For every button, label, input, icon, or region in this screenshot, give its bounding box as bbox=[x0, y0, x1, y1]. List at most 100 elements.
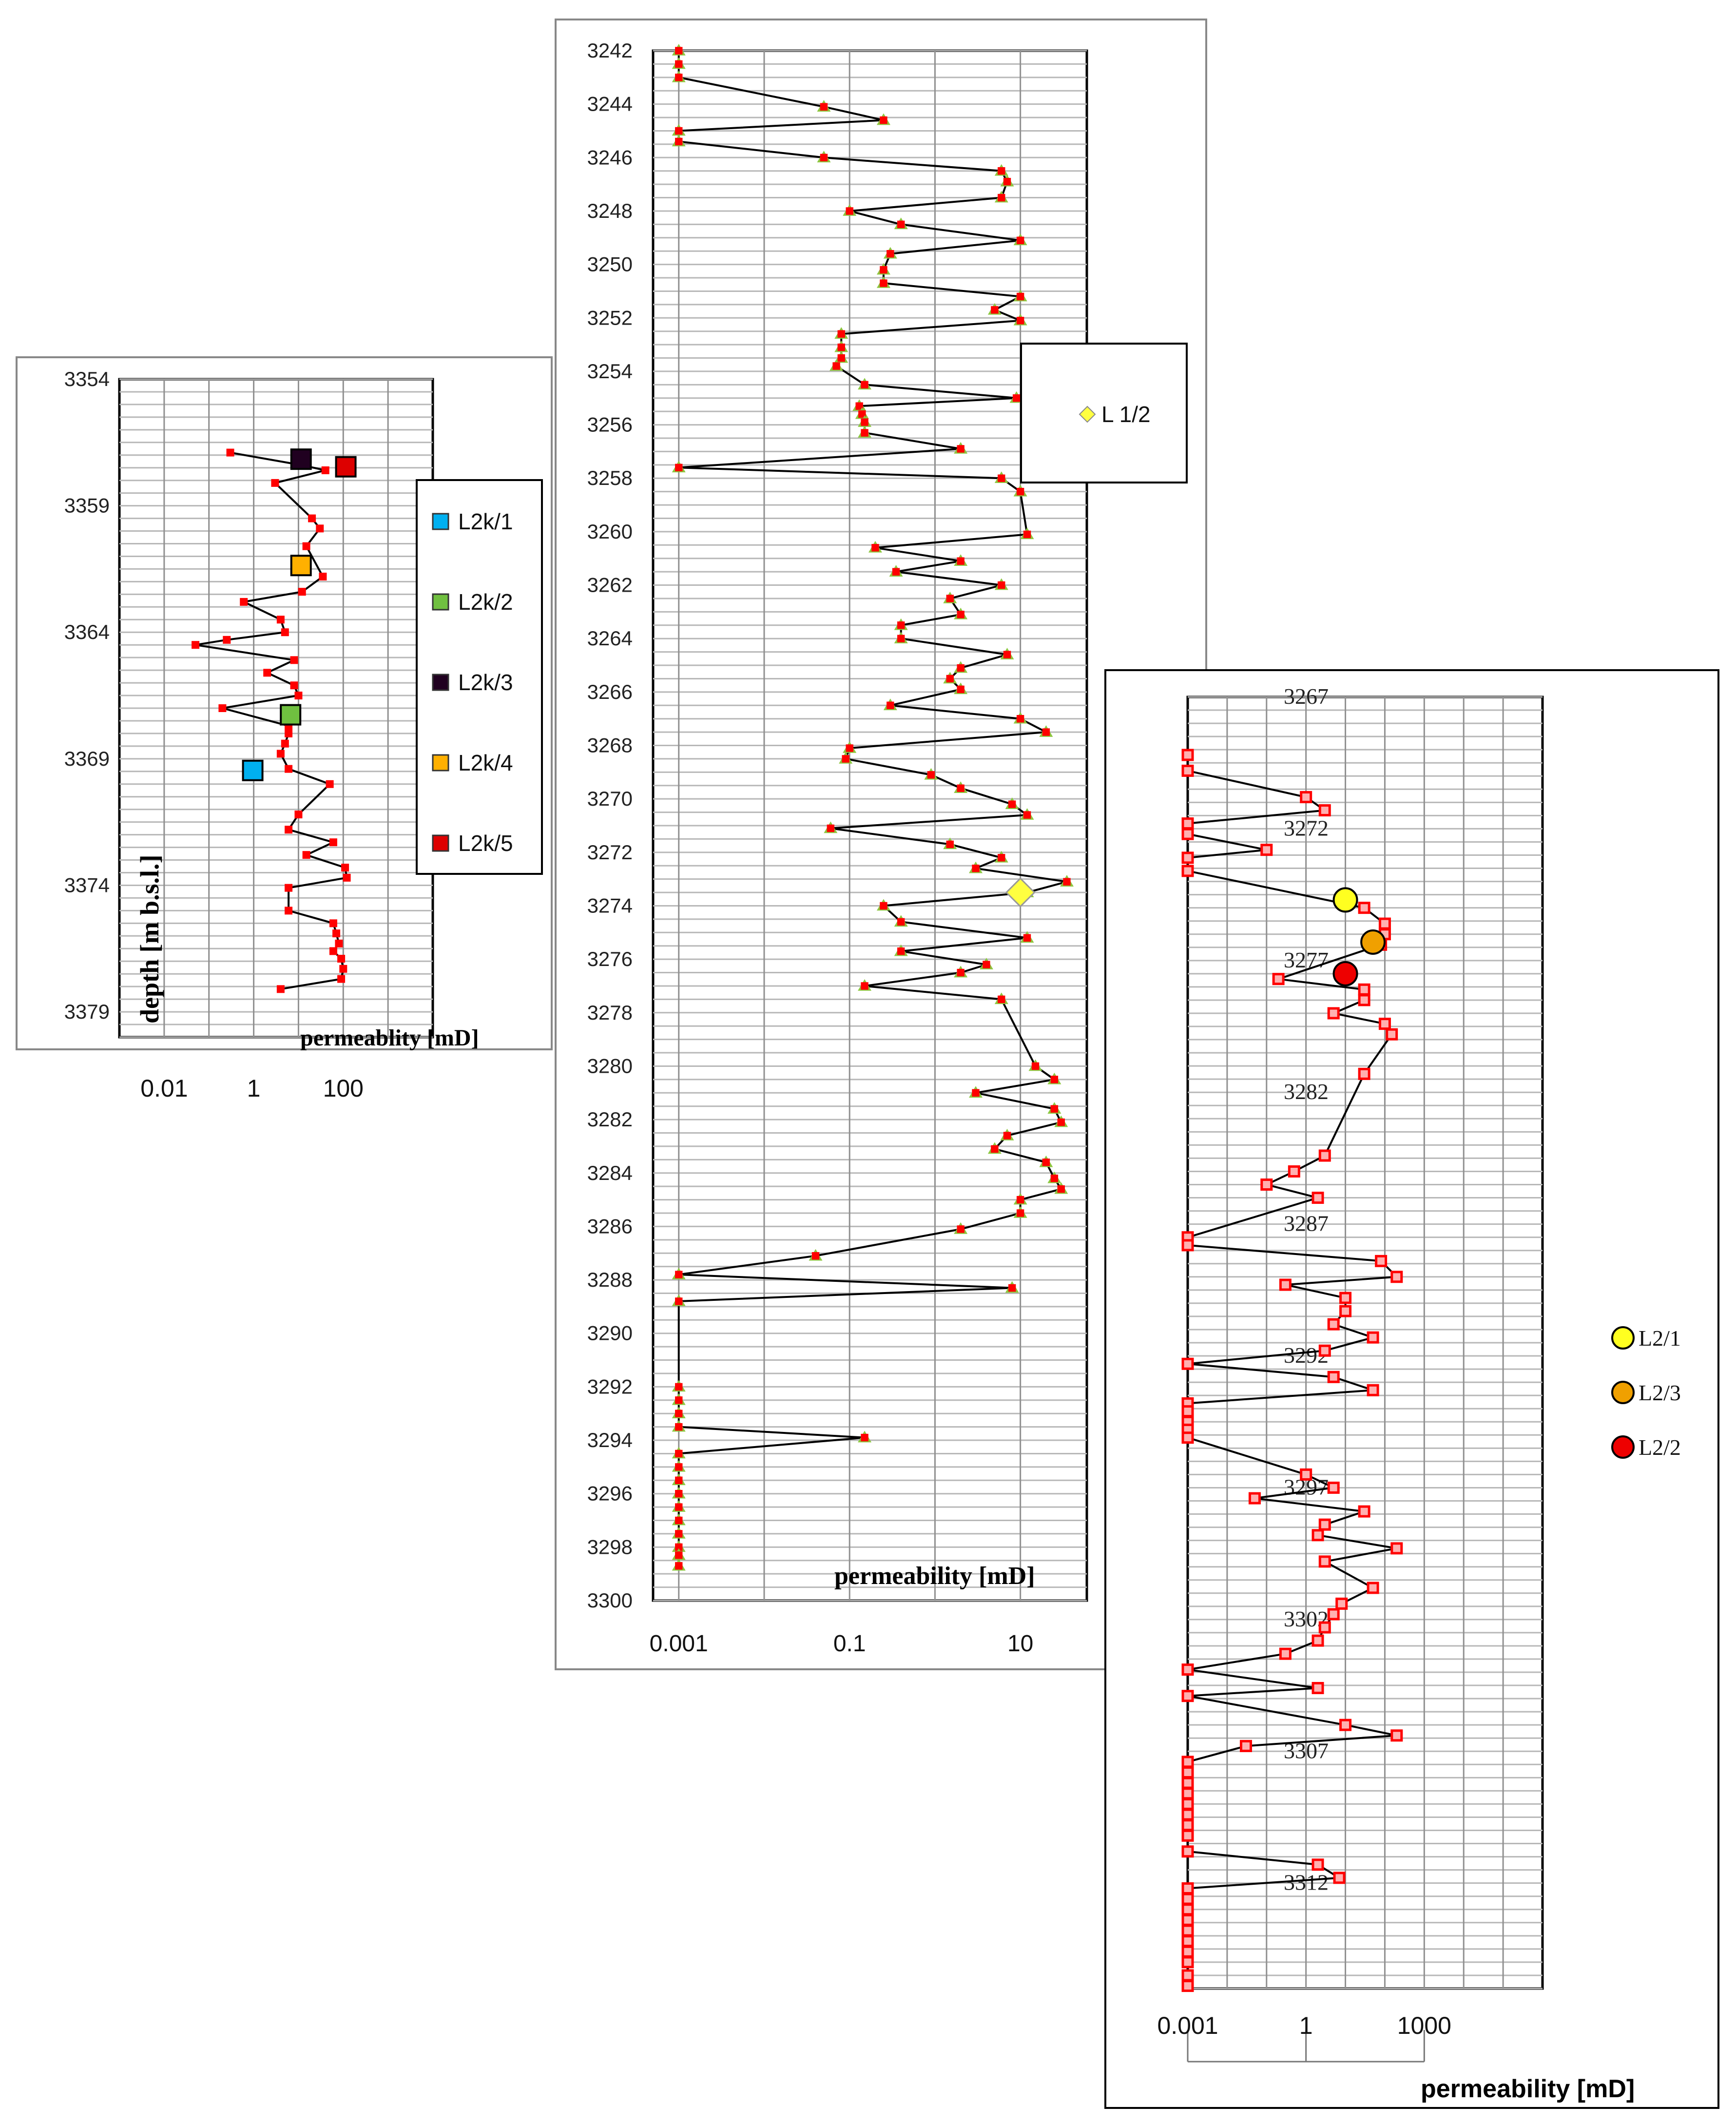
right-y-tick-label: 3282 bbox=[1284, 1079, 1329, 1104]
left-data-point bbox=[339, 965, 347, 973]
middle-data-point bbox=[1003, 651, 1011, 658]
right-data-point bbox=[1181, 865, 1194, 877]
middle-data-point bbox=[832, 362, 840, 370]
middle-data-point bbox=[998, 581, 1005, 589]
right-data-point bbox=[1181, 1969, 1194, 1982]
middle-data-point bbox=[861, 429, 868, 437]
middle-legend: L 1/2 bbox=[1020, 343, 1188, 483]
middle-data-point bbox=[1063, 878, 1071, 886]
middle-x-tick-label: 0.1 bbox=[833, 1631, 866, 1657]
middle-data-point bbox=[897, 635, 905, 642]
right-data-point bbox=[1181, 1663, 1194, 1676]
middle-data-point bbox=[957, 968, 964, 977]
middle-data-point bbox=[871, 544, 879, 552]
right-data-point bbox=[1367, 1384, 1379, 1396]
middle-data-point bbox=[1016, 715, 1024, 723]
right-data-point bbox=[1181, 828, 1194, 840]
left-data-point bbox=[276, 750, 285, 758]
middle-y-tick-label: 3290 bbox=[587, 1322, 633, 1345]
middle-y-tick-label: 3242 bbox=[587, 39, 633, 62]
middle-data-point bbox=[946, 675, 954, 683]
left-data-point bbox=[329, 838, 337, 847]
right-data-point bbox=[1327, 1608, 1340, 1621]
left-y-tick-label: 3364 bbox=[64, 620, 110, 643]
right-legend-swatch-l2-2 bbox=[1611, 1435, 1635, 1459]
right-data-point bbox=[1181, 817, 1194, 830]
right-data-point bbox=[1181, 1882, 1194, 1894]
right-legend-swatch-l2-1 bbox=[1611, 1326, 1635, 1350]
middle-data-point bbox=[837, 343, 845, 351]
right-data-point bbox=[1181, 1808, 1194, 1821]
middle-data-point bbox=[675, 1503, 683, 1511]
middle-data-point bbox=[957, 784, 964, 792]
right-data-point bbox=[1181, 1357, 1194, 1370]
middle-highlights bbox=[1005, 877, 1036, 908]
left-data-point bbox=[281, 739, 289, 748]
left-data-point bbox=[319, 573, 327, 580]
middle-data-point bbox=[675, 137, 683, 146]
middle-y-tick-label: 3268 bbox=[587, 734, 633, 757]
left-data-point bbox=[276, 985, 285, 993]
middle-legend-box bbox=[1020, 343, 1188, 483]
right-data-point bbox=[1318, 1518, 1331, 1531]
right-data-point bbox=[1318, 1149, 1331, 1162]
middle-data-point bbox=[957, 445, 964, 453]
left-data-point bbox=[285, 884, 293, 892]
middle-y-tick-label: 3292 bbox=[587, 1375, 633, 1398]
right-data-point bbox=[1181, 1690, 1194, 1702]
middle-data-point bbox=[1023, 934, 1031, 942]
right-data-point bbox=[1279, 1278, 1292, 1291]
middle-data-point bbox=[1050, 1105, 1059, 1113]
middle-data-point bbox=[1016, 487, 1024, 496]
middle-data-point bbox=[1003, 1132, 1011, 1140]
middle-data-point bbox=[675, 1383, 683, 1391]
right-data-point bbox=[1272, 973, 1285, 985]
middle-data-point bbox=[897, 621, 905, 629]
left-legend-swatch-l2k-5 bbox=[432, 834, 449, 852]
right-y-tick-label: 3277 bbox=[1284, 947, 1329, 972]
middle-data-point bbox=[1008, 800, 1016, 808]
left-highlights bbox=[242, 448, 357, 781]
middle-data-point bbox=[1057, 1118, 1065, 1126]
right-chart: 3267327232773282328732923297330233073312… bbox=[1104, 669, 1719, 2109]
right-data-point bbox=[1339, 1292, 1352, 1304]
right-data-point bbox=[1288, 1165, 1300, 1178]
right-x-axis-title: permeability [mD] bbox=[1421, 2075, 1635, 2103]
middle-y-tick-label: 3280 bbox=[587, 1054, 633, 1077]
left-x-ticks: 0.01 1 100 bbox=[140, 1075, 364, 1102]
left-legend-label: L2k/3 bbox=[458, 670, 513, 695]
left-data-point bbox=[281, 628, 289, 637]
right-data-point bbox=[1181, 1756, 1194, 1768]
right-data-point bbox=[1318, 1555, 1331, 1568]
left-y-tick-label: 3374 bbox=[64, 873, 110, 896]
middle-data-point bbox=[675, 1562, 683, 1570]
right-grid bbox=[1188, 696, 1543, 1990]
left-highlight-l2k-2 bbox=[280, 704, 302, 726]
middle-y-tick-label: 3254 bbox=[587, 360, 633, 383]
right-x-tick-label: 1 bbox=[1299, 2012, 1313, 2039]
middle-data-point bbox=[1023, 811, 1031, 819]
left-data-point bbox=[294, 692, 303, 700]
right-data-point bbox=[1181, 1431, 1194, 1444]
left-data-point bbox=[298, 588, 306, 596]
middle-y-ticks: 3242 3244 3246 3248 3250 3252 3254 3256 3258 3260… bbox=[587, 39, 633, 1612]
right-data-point bbox=[1181, 764, 1194, 777]
middle-data-point bbox=[897, 947, 905, 955]
left-y-tick-label: 3369 bbox=[64, 747, 110, 770]
left-highlight-l2k-5 bbox=[335, 456, 357, 478]
middle-data-point bbox=[820, 103, 828, 111]
middle-data-point bbox=[675, 1396, 683, 1404]
left-x-tick-label: 100 bbox=[323, 1075, 364, 1102]
middle-data-point bbox=[1057, 1185, 1065, 1193]
right-data-point bbox=[1378, 1018, 1391, 1030]
left-legend: L2k/1 L2k/2 L2k/3 L2k/4 L2k/5 bbox=[416, 479, 543, 875]
middle-y-tick-label: 3244 bbox=[587, 93, 633, 116]
middle-data-point bbox=[998, 854, 1005, 862]
right-data-point bbox=[1181, 1797, 1194, 1810]
left-data-point bbox=[326, 780, 334, 788]
middle-y-tick-label: 3270 bbox=[587, 787, 633, 810]
middle-data-point bbox=[837, 330, 845, 338]
left-data-point bbox=[285, 765, 293, 773]
middle-data-point bbox=[897, 220, 905, 229]
middle-data-point bbox=[1016, 317, 1024, 325]
